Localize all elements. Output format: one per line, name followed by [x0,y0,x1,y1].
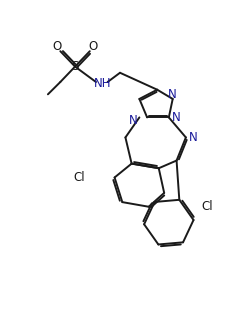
Text: N: N [188,131,197,144]
Text: S: S [71,60,79,73]
Text: N: N [129,114,138,127]
Text: O: O [88,40,98,53]
Text: N: N [168,88,177,101]
Text: N: N [171,111,180,124]
Text: O: O [53,40,62,53]
Text: Cl: Cl [202,200,213,213]
Text: Cl: Cl [73,171,85,184]
Text: NH: NH [93,77,111,90]
